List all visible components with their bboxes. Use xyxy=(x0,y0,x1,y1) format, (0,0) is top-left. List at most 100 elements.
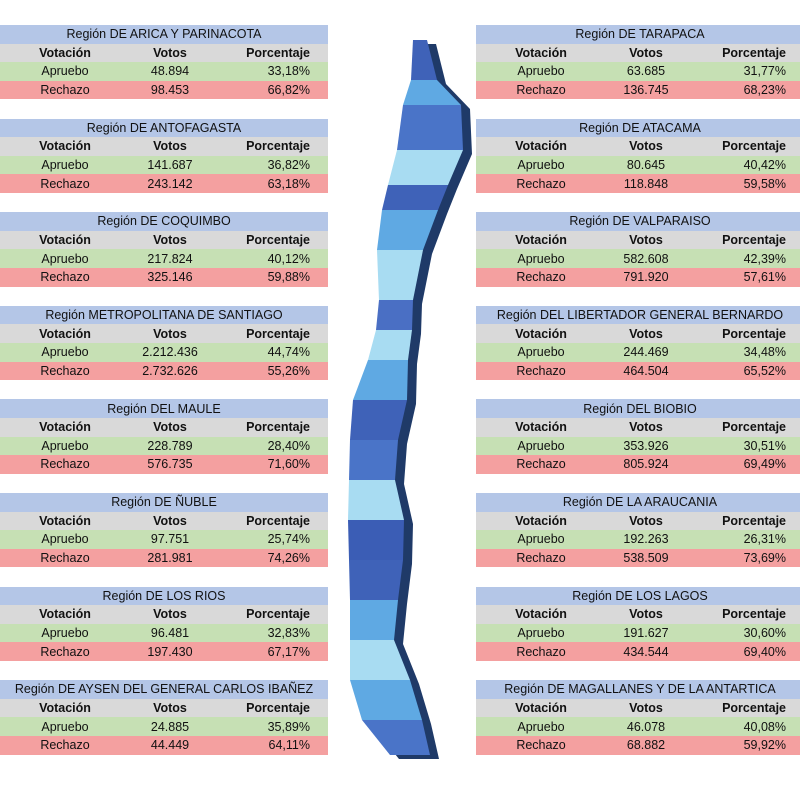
cell: Rechazo xyxy=(40,457,90,472)
header-cell: Votación xyxy=(515,233,567,248)
rechazo-row: Rechazo 136.745 68,23% xyxy=(476,80,800,100)
rechazo-row: Rechazo 791.920 57,61% xyxy=(476,267,800,287)
region-title: Región DE ÑUBLE xyxy=(0,493,328,512)
cell: 63.685 xyxy=(626,64,666,79)
header-row: Votación Votos Porcentaje xyxy=(0,324,328,343)
cell: Apruebo xyxy=(517,438,565,453)
cell: 325.146 xyxy=(147,270,193,285)
cell: 136.745 xyxy=(623,83,669,98)
cell: 63,18% xyxy=(267,176,310,191)
region-table: Región DE AYSEN DEL GENERAL CARLOS IBAÑE… xyxy=(0,680,328,755)
rechazo-row: Rechazo 2.732.626 55,26% xyxy=(0,361,328,381)
region-table: Región DEL MAULE Votación Votos Porcentaje A… xyxy=(0,399,328,474)
region-table: Región DE TARAPACA Votación Votos Porcentaj… xyxy=(476,25,800,100)
cell: 46.078 xyxy=(626,719,666,734)
cell: Rechazo xyxy=(516,644,566,659)
cell: 48.894 xyxy=(150,64,190,79)
header-row: Votación Votos Porcentaje xyxy=(476,417,800,437)
rechazo-row: Rechazo 98.453 66,82% xyxy=(0,80,328,100)
apruebo-row: Apruebo 228.789 28,40% xyxy=(0,436,328,456)
cell: 59,88% xyxy=(267,270,310,285)
header-cell: Votos xyxy=(153,513,187,528)
cell: Apruebo xyxy=(41,438,89,453)
header-cell: Votación xyxy=(39,233,91,248)
header-cell: Votación xyxy=(515,701,567,716)
region-title: Región DE LA ARAUCANIA xyxy=(476,493,800,512)
cell: 40,12% xyxy=(267,251,310,266)
map-region xyxy=(362,720,430,755)
region-table: Región DEL BIOBIO Votación Votos Porcentaje… xyxy=(476,399,800,474)
cell: 40,42% xyxy=(743,158,786,173)
rechazo-row: Rechazo 68.882 59,92% xyxy=(476,735,800,755)
apruebo-row: Apruebo 96.481 32,83% xyxy=(0,623,328,643)
cell: Rechazo xyxy=(516,176,566,191)
header-cell: Votos xyxy=(153,233,187,248)
header-cell: Porcentaje xyxy=(722,45,786,60)
cell: 244.469 xyxy=(623,345,669,360)
region-title: Región DEL MAULE xyxy=(0,399,328,418)
header-cell: Votación xyxy=(39,420,91,435)
cell: 243.142 xyxy=(147,176,193,191)
cell: 97.751 xyxy=(150,532,190,547)
header-cell: Porcentaje xyxy=(722,701,786,716)
region-table: Región METROPOLITANA DE SANTIAGO Votación… xyxy=(0,305,328,381)
cell: 71,60% xyxy=(267,457,310,472)
cell: 59,58% xyxy=(743,176,786,191)
cell: Apruebo xyxy=(41,345,89,360)
header-cell: Votación xyxy=(39,45,91,60)
cell: Apruebo xyxy=(517,64,565,79)
cell: 576.735 xyxy=(147,457,193,472)
region-table: Región DE LOS LAGOS Votación Votos Porcenta… xyxy=(476,586,800,661)
cell: 192.263 xyxy=(623,532,669,547)
header-cell: Votación xyxy=(39,326,91,341)
map-region xyxy=(382,185,448,210)
rechazo-row: Rechazo 538.509 73,69% xyxy=(476,548,800,568)
cell: Apruebo xyxy=(517,719,565,734)
header-cell: Votos xyxy=(629,326,663,341)
apruebo-row: Apruebo 582.608 42,39% xyxy=(476,249,800,268)
cell: 31,77% xyxy=(743,64,786,79)
rechazo-row: Rechazo 118.848 59,58% xyxy=(476,174,800,193)
cell: 32,83% xyxy=(267,626,310,641)
header-row: Votación Votos Porcentaje xyxy=(476,137,800,156)
apruebo-row: Apruebo 48.894 33,18% xyxy=(0,62,328,81)
map-region xyxy=(350,640,410,680)
header-cell: Votación xyxy=(515,139,567,154)
rechazo-row: Rechazo 281.981 74,26% xyxy=(0,548,328,568)
map-region xyxy=(403,80,461,105)
header-row: Votación Votos Porcentaje xyxy=(0,230,328,250)
region-title: Región DE MAGALLANES Y DE LA ANTARTICA xyxy=(476,680,800,699)
apruebo-row: Apruebo 2.212.436 44,74% xyxy=(0,342,328,362)
region-title: Región DE ARICA Y PARINACOTA xyxy=(0,25,328,44)
map-region xyxy=(353,360,408,400)
header-row: Votación Votos Porcentaje xyxy=(476,324,800,343)
apruebo-row: Apruebo 24.885 35,89% xyxy=(0,717,328,736)
header-row: Votación Votos Porcentaje xyxy=(0,511,328,531)
apruebo-row: Apruebo 46.078 40,08% xyxy=(476,717,800,736)
cell: 538.509 xyxy=(623,551,669,566)
cell: Rechazo xyxy=(40,644,90,659)
map-region xyxy=(368,330,412,360)
cell: 24.885 xyxy=(150,719,190,734)
cell: 57,61% xyxy=(743,270,786,285)
header-cell: Votación xyxy=(515,45,567,60)
header-cell: Votación xyxy=(515,513,567,528)
cell: 35,89% xyxy=(267,719,310,734)
header-cell: Porcentaje xyxy=(246,701,310,716)
cell: Rechazo xyxy=(516,83,566,98)
cell: 68.882 xyxy=(626,738,666,753)
apruebo-row: Apruebo 192.263 26,31% xyxy=(476,530,800,549)
cell: Apruebo xyxy=(41,626,89,641)
apruebo-row: Apruebo 217.824 40,12% xyxy=(0,249,328,268)
cell: Rechazo xyxy=(40,176,90,191)
cell: Rechazo xyxy=(40,83,90,98)
cell: Apruebo xyxy=(517,532,565,547)
cell: 44.449 xyxy=(150,738,190,753)
cell: 25,74% xyxy=(267,532,310,547)
cell: 44,74% xyxy=(267,345,310,360)
cell: 40,08% xyxy=(743,719,786,734)
region-title: Región DEL LIBERTADOR GENERAL BERNARDO xyxy=(476,305,800,325)
header-cell: Porcentaje xyxy=(722,607,786,622)
header-cell: Votos xyxy=(153,326,187,341)
